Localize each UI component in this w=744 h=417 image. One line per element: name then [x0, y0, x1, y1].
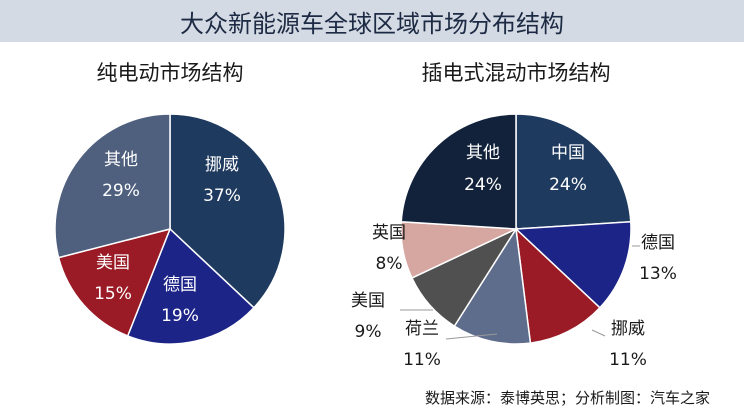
pie-slice [453, 226, 532, 345]
leader-line [445, 333, 498, 340]
slice-label: 其他 [104, 150, 138, 170]
data-source-note: 数据来源：泰博英思；分析制图：汽车之家 [425, 389, 711, 407]
pie-slice [514, 227, 601, 344]
page-title: 大众新能源车全球区域市场分布结构 [0, 0, 744, 42]
slice-value-label: 9% [355, 322, 382, 342]
pie-slice [514, 220, 632, 309]
slice-label: 美国 [351, 291, 385, 311]
slice-value-label: 37% [203, 186, 241, 206]
slice-label: 德国 [163, 275, 197, 295]
slice-value-label: 24% [464, 175, 502, 195]
leader-line [591, 329, 606, 337]
pie-slice [54, 113, 171, 259]
slice-value-label: 8% [376, 254, 403, 274]
slice-value-label: 29% [102, 181, 140, 201]
slice-value-label: 19% [161, 306, 199, 326]
slice-value-label: 24% [549, 175, 587, 195]
slice-label: 荷兰 [405, 319, 439, 339]
slice-label: 美国 [96, 253, 130, 273]
slice-value-label: 15% [94, 284, 132, 304]
slice-label: 挪威 [611, 319, 645, 339]
slice-value-label: 13% [639, 264, 677, 284]
slice-label: 挪威 [205, 155, 239, 175]
pie-slice [169, 113, 286, 309]
slice-label: 德国 [641, 233, 675, 253]
chart-title: 纯电动市场结构 [97, 61, 244, 85]
slice-label: 其他 [466, 143, 500, 163]
pie-slice [400, 113, 517, 230]
slice-value-label: 11% [403, 350, 441, 370]
pie-slice [515, 113, 632, 230]
chart-title: 插电式混动市场结构 [422, 61, 611, 85]
slice-label: 英国 [372, 223, 406, 243]
slice-value-label: 11% [609, 350, 647, 370]
pie-slice [57, 227, 172, 337]
slice-label: 中国 [551, 143, 585, 163]
